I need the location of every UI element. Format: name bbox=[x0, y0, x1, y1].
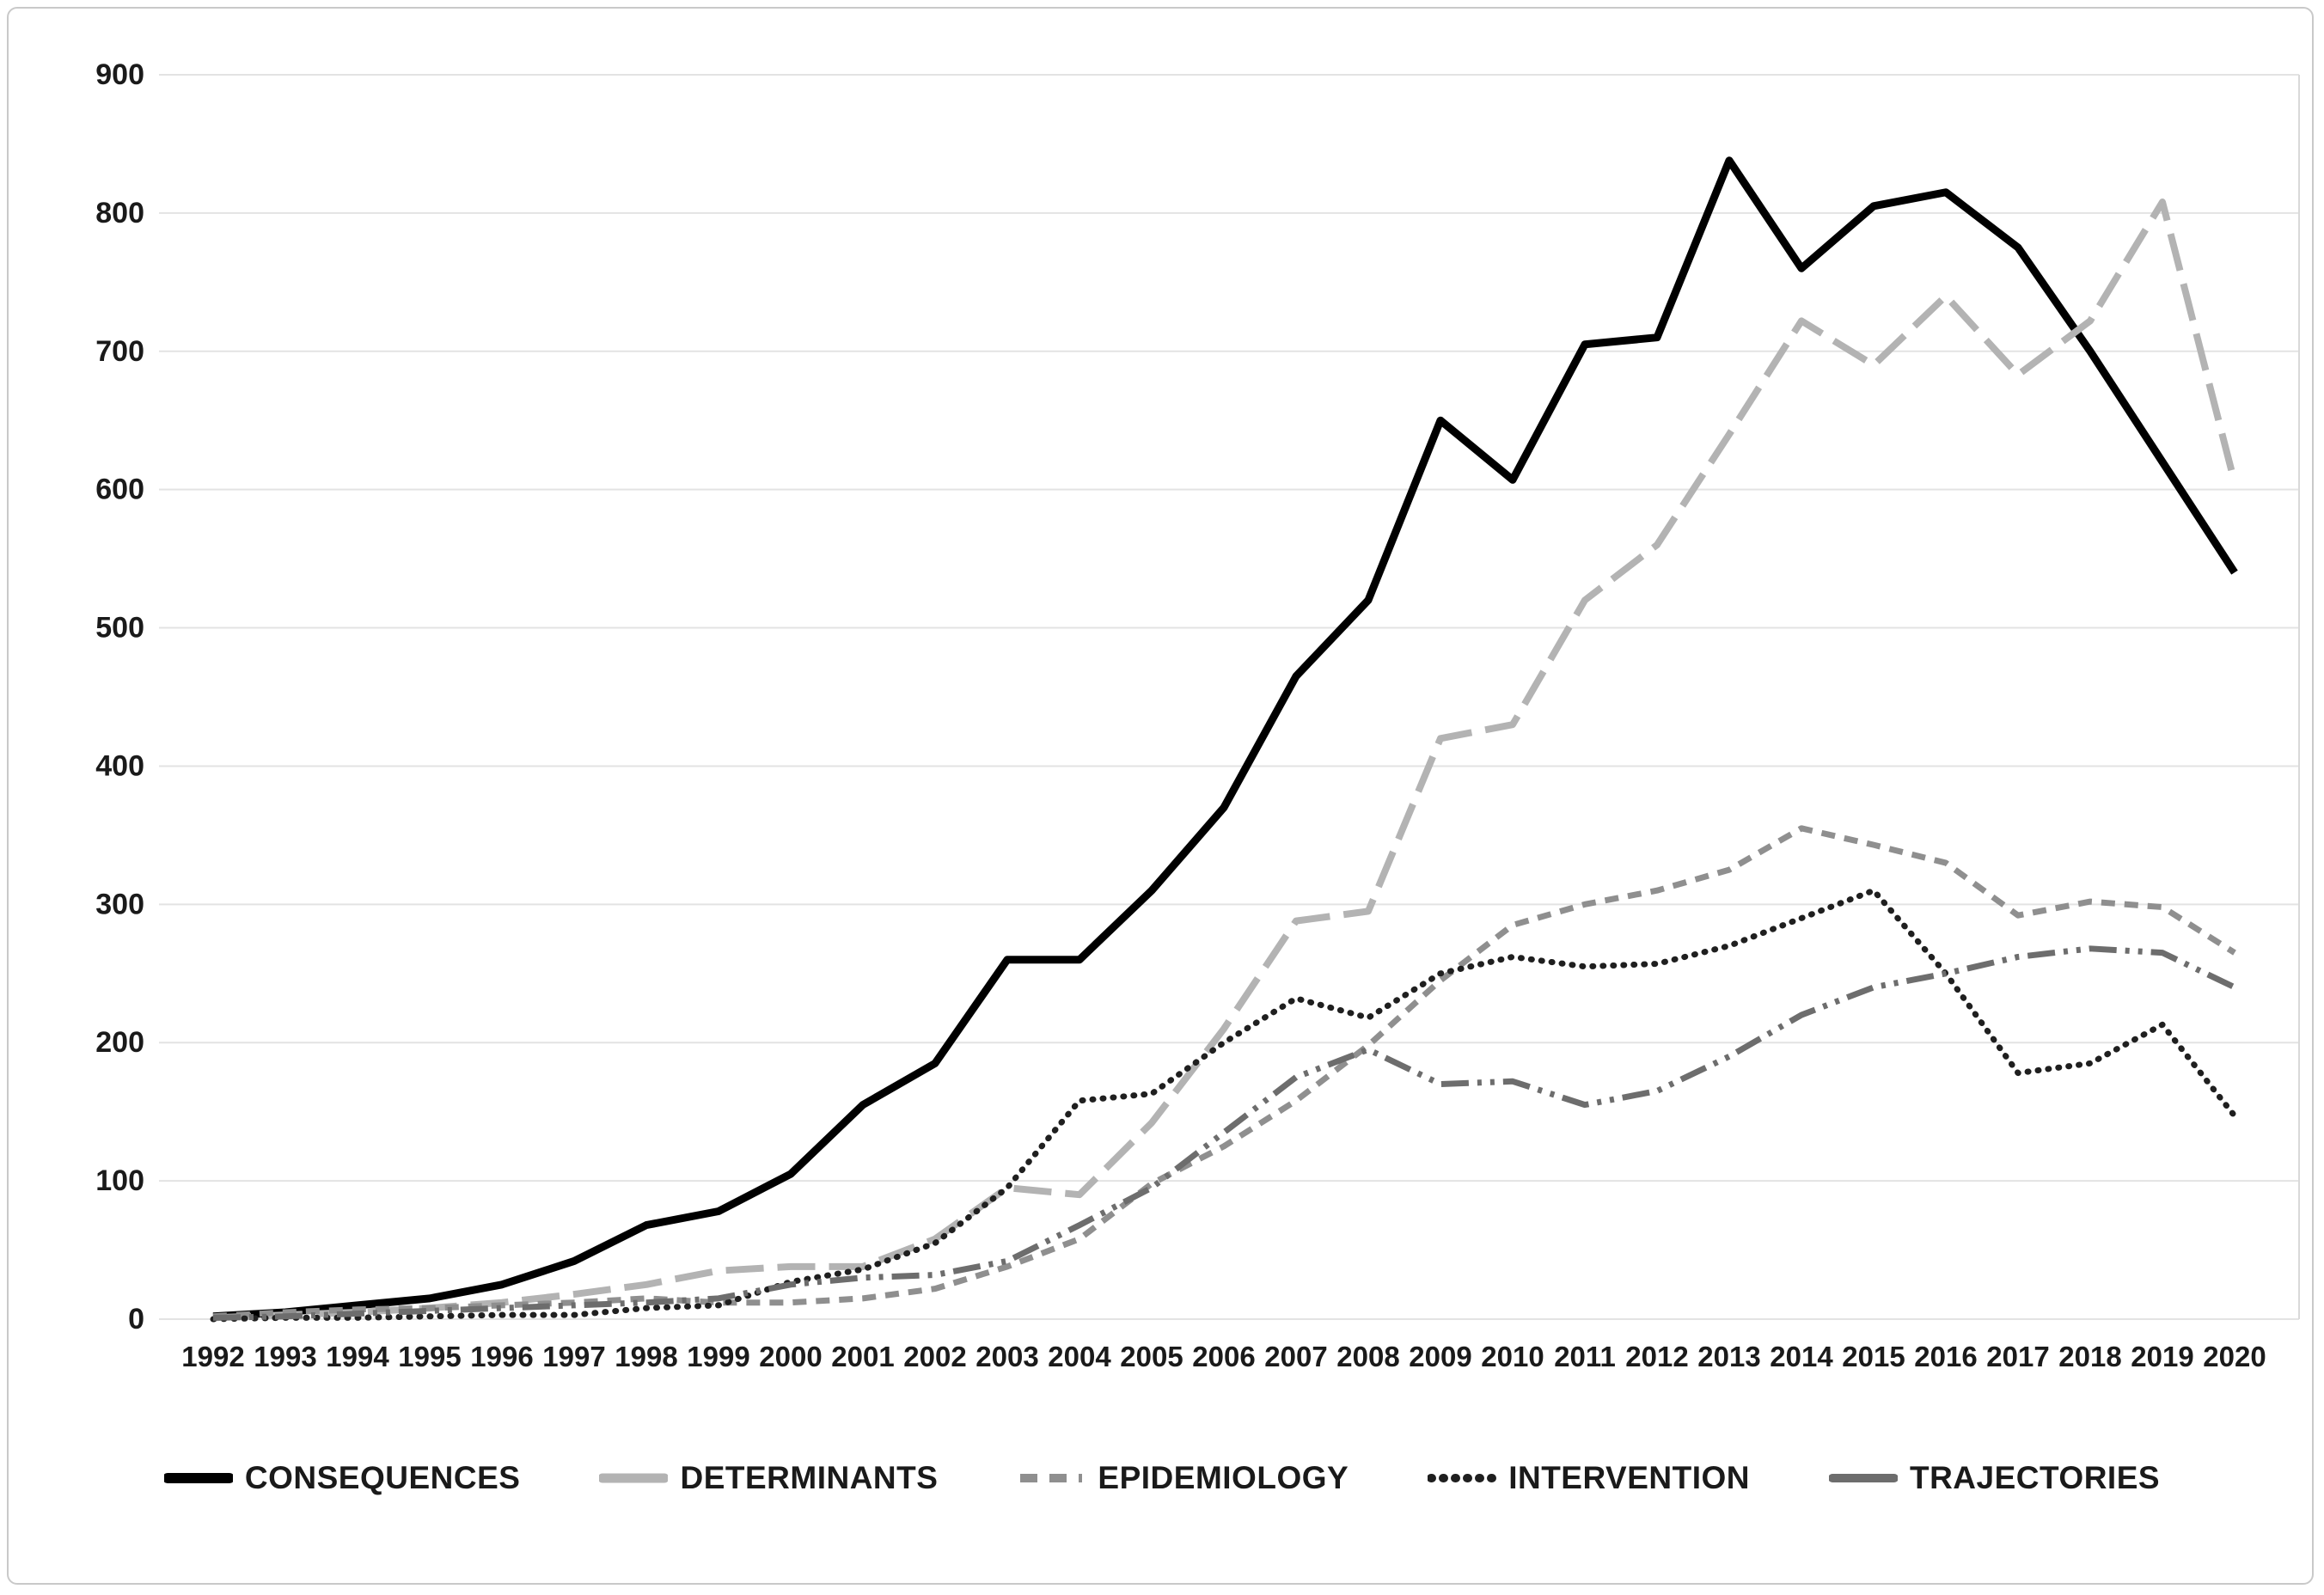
x-tick-label: 2017 bbox=[1986, 1341, 2049, 1372]
legend-line-sample-intervention bbox=[1428, 1474, 1497, 1482]
legend-item-intervention: INTERVENTION bbox=[1428, 1460, 1750, 1496]
series-line-epidemiology bbox=[212, 825, 2236, 1320]
data-series-lines bbox=[210, 156, 2238, 1323]
x-tick-label: 2012 bbox=[1625, 1341, 1688, 1372]
legend-line-sample-consequences bbox=[163, 1473, 233, 1483]
x-tick-label: 2013 bbox=[1697, 1341, 1760, 1372]
x-tick-label: 1999 bbox=[687, 1341, 749, 1372]
y-tick-label: 100 bbox=[95, 1164, 144, 1197]
y-tick-label: 0 bbox=[128, 1303, 144, 1335]
y-tick-label: 800 bbox=[95, 197, 144, 229]
series-line-intervention bbox=[210, 887, 2238, 1323]
gridlines bbox=[159, 74, 2299, 1320]
y-tick-label: 400 bbox=[95, 749, 144, 782]
x-tick-label: 2008 bbox=[1336, 1341, 1399, 1372]
legend-item-determinants: DETERMINANTS bbox=[599, 1460, 938, 1496]
x-tick-label: 2014 bbox=[1770, 1341, 1833, 1372]
series-line-trajectories bbox=[212, 945, 2236, 1321]
x-tick-label: 2010 bbox=[1481, 1341, 1544, 1372]
y-tick-label: 300 bbox=[95, 888, 144, 920]
chart-legend: CONSEQUENCES DETERMINANTS EPIDEMIOLOGY INTE… bbox=[0, 1444, 2324, 1512]
legend-item-epidemiology: EPIDEMIOLOGY bbox=[1017, 1460, 1349, 1496]
legend-line-sample-epidemiology bbox=[1020, 1474, 1083, 1482]
x-tick-label: 1992 bbox=[181, 1341, 244, 1372]
x-tick-label: 2015 bbox=[1842, 1341, 1905, 1372]
x-tick-label: 2018 bbox=[2058, 1341, 2121, 1372]
y-tick-label: 900 bbox=[95, 58, 144, 91]
x-tick-label: 2002 bbox=[903, 1341, 966, 1372]
legend-label: INTERVENTION bbox=[1508, 1460, 1750, 1495]
x-tick-label: 2007 bbox=[1264, 1341, 1327, 1372]
legend-label: TRAJECTORIES bbox=[1909, 1460, 2161, 1495]
y-tick-label: 500 bbox=[95, 612, 144, 645]
x-tick-label: 2016 bbox=[1914, 1341, 1977, 1372]
x-tick-label: 2009 bbox=[1409, 1341, 1471, 1372]
series-line-consequences bbox=[212, 156, 2238, 1321]
x-tick-label: 1998 bbox=[615, 1341, 677, 1372]
series-line-determinants bbox=[212, 199, 2238, 1322]
x-tick-label: 1995 bbox=[398, 1341, 461, 1372]
y-tick-label: 600 bbox=[95, 474, 144, 506]
legend-item-trajectories: TRAJECTORIES bbox=[1828, 1460, 2161, 1496]
x-tick-label: 1994 bbox=[326, 1341, 389, 1372]
y-axis-tick-labels: 0 100 200 300 400 500 600 700 800 900 bbox=[95, 58, 144, 1335]
legend-label: CONSEQUENCES bbox=[244, 1460, 521, 1495]
legend-line-sample-determinants bbox=[599, 1473, 669, 1483]
x-tick-label: 2011 bbox=[1554, 1341, 1616, 1372]
x-tick-label: 1997 bbox=[542, 1341, 605, 1372]
x-tick-label: 2005 bbox=[1120, 1341, 1183, 1372]
figure-border bbox=[7, 7, 2314, 1585]
x-tick-label: 2001 bbox=[831, 1341, 894, 1372]
x-axis-tick-labels: 1992 1993 1994 1995 1996 1997 1998 1999 2000 2001… bbox=[181, 1341, 2266, 1372]
y-tick-label: 200 bbox=[95, 1026, 144, 1059]
x-tick-label: 1996 bbox=[470, 1341, 533, 1372]
legend-item-consequences: CONSEQUENCES bbox=[163, 1460, 521, 1496]
legend-label: EPIDEMIOLOGY bbox=[1098, 1460, 1349, 1495]
legend-line-sample-trajectories bbox=[1828, 1474, 1898, 1482]
legend-label: DETERMINANTS bbox=[680, 1460, 939, 1495]
x-tick-label: 2003 bbox=[975, 1341, 1038, 1372]
x-tick-label: 2019 bbox=[2131, 1341, 2193, 1372]
x-tick-label: 2006 bbox=[1192, 1341, 1255, 1372]
x-tick-label: 1993 bbox=[254, 1341, 316, 1372]
y-tick-label: 700 bbox=[95, 335, 144, 368]
x-tick-label: 2020 bbox=[2203, 1341, 2266, 1372]
x-tick-label: 2004 bbox=[1048, 1341, 1111, 1372]
x-tick-label: 2000 bbox=[759, 1341, 822, 1372]
